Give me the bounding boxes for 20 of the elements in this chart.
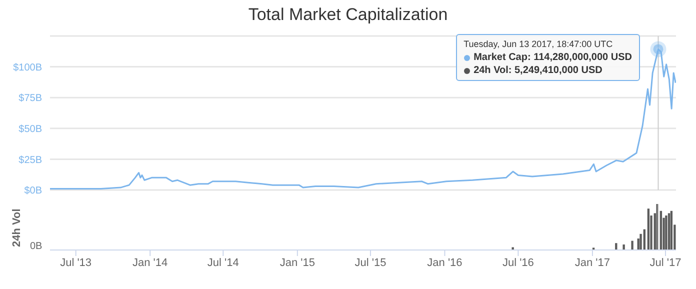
annotation: Tuesday, Jun 13 2017, 18:47:00 UTC xyxy=(464,38,614,51)
x-tick-label: Jul '15 xyxy=(354,256,386,269)
x-tick-label: Jul '13 xyxy=(60,256,92,269)
x-tick-label: Jul '14 xyxy=(207,256,239,269)
x-tick-label: Jul '17 xyxy=(650,256,682,269)
x-tick-label: Jan '14 xyxy=(132,256,168,269)
y-tick-label: $50B xyxy=(18,124,42,135)
y-tick-label: $100B xyxy=(13,62,42,74)
x-tick-label: Jan '16 xyxy=(427,256,462,269)
x-tick-label: Jan '17 xyxy=(574,256,610,269)
y-tick-label: $25B xyxy=(18,154,42,166)
x-tick-label: Jul '16 xyxy=(502,256,534,269)
x-tick-label: Jan '15 xyxy=(280,256,315,269)
y-tick-label: $75B xyxy=(18,93,42,104)
y-axis-title: 24h Vol xyxy=(10,208,23,247)
chart-title: Total Market Capitalization xyxy=(247,4,449,26)
annotation: 24h Vol: 5,249,410,000 USD xyxy=(474,64,602,77)
y-tick-label: $0B xyxy=(24,186,42,197)
text: 0B xyxy=(30,241,42,252)
annotation: Market Cap: 114,280,000,000 USD xyxy=(474,51,632,64)
